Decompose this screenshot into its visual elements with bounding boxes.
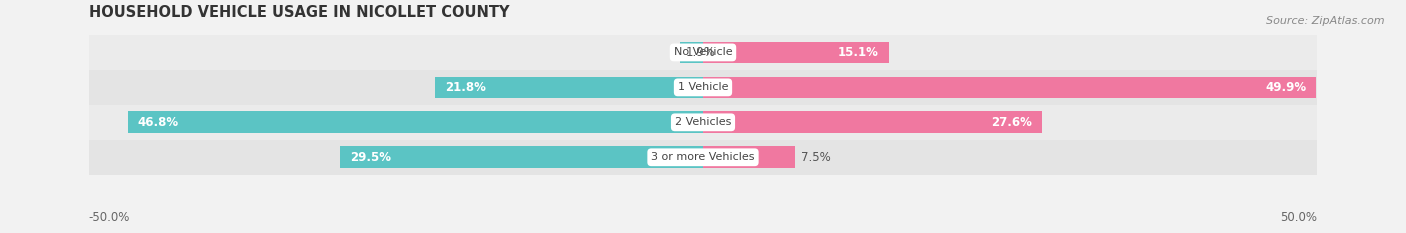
Bar <box>340 147 703 168</box>
Text: 1 Vehicle: 1 Vehicle <box>678 82 728 92</box>
Bar <box>703 76 1316 98</box>
Bar <box>128 112 703 133</box>
Text: 49.9%: 49.9% <box>1265 81 1306 94</box>
Text: 15.1%: 15.1% <box>838 46 879 59</box>
Text: 46.8%: 46.8% <box>138 116 179 129</box>
Text: 7.5%: 7.5% <box>801 151 831 164</box>
Bar <box>703 112 1042 133</box>
Text: 29.5%: 29.5% <box>350 151 391 164</box>
Text: 21.8%: 21.8% <box>444 81 486 94</box>
Bar <box>434 76 703 98</box>
Text: 2 Vehicles: 2 Vehicles <box>675 117 731 127</box>
Bar <box>89 70 1317 105</box>
Bar <box>703 147 796 168</box>
Text: 50.0%: 50.0% <box>1281 211 1317 224</box>
Bar <box>89 140 1317 175</box>
Bar <box>89 35 1317 70</box>
Text: 27.6%: 27.6% <box>991 116 1032 129</box>
Text: Source: ZipAtlas.com: Source: ZipAtlas.com <box>1267 16 1385 26</box>
Bar <box>89 105 1317 140</box>
Text: 1.9%: 1.9% <box>686 46 716 59</box>
Bar <box>679 41 703 63</box>
Text: -50.0%: -50.0% <box>89 211 129 224</box>
Text: HOUSEHOLD VEHICLE USAGE IN NICOLLET COUNTY: HOUSEHOLD VEHICLE USAGE IN NICOLLET COUN… <box>89 5 509 20</box>
Text: 3 or more Vehicles: 3 or more Vehicles <box>651 152 755 162</box>
Bar <box>703 41 889 63</box>
Text: No Vehicle: No Vehicle <box>673 48 733 57</box>
